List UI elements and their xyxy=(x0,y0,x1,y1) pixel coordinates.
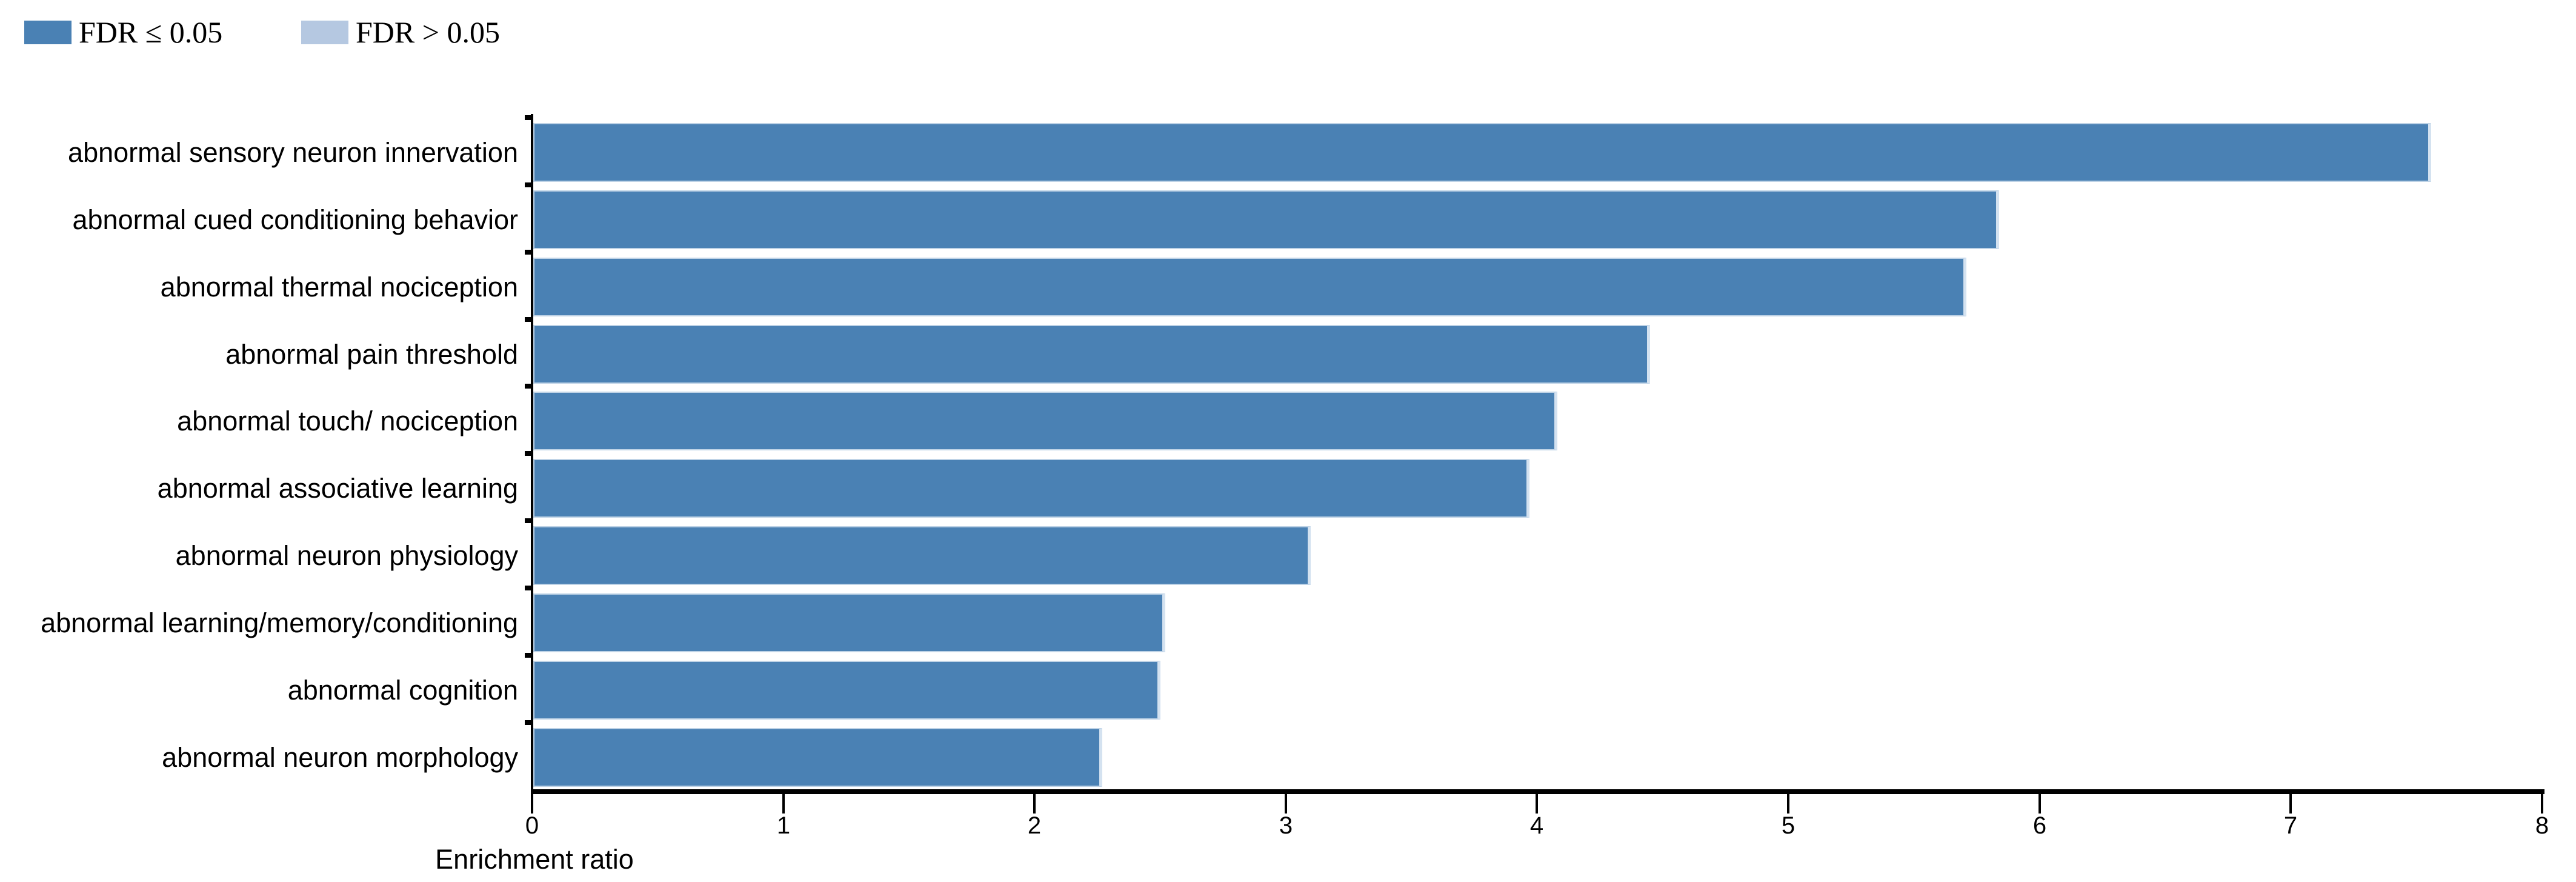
y-band-tick xyxy=(525,518,532,523)
y-band-tick xyxy=(525,317,532,322)
x-axis-label: Enrichment ratio xyxy=(435,844,634,875)
x-tick xyxy=(1536,794,1538,814)
y-band-tick xyxy=(525,250,532,255)
category-label: abnormal neuron morphology xyxy=(162,741,518,773)
x-tick xyxy=(1787,794,1789,814)
x-tick xyxy=(2039,794,2041,814)
category-label: abnormal neuron physiology xyxy=(175,540,518,572)
category-label: abnormal thermal nociception xyxy=(160,271,518,302)
y-band-tick xyxy=(525,384,532,389)
category-label: abnormal learning/memory/conditioning xyxy=(41,607,518,638)
y-axis-line xyxy=(531,114,533,789)
category-label: abnormal pain threshold xyxy=(225,338,518,370)
category-label: abnormal cued conditioning behavior xyxy=(72,204,519,235)
bar xyxy=(533,459,1529,518)
y-band-tick xyxy=(525,720,532,725)
y-band-tick xyxy=(525,653,532,658)
y-band-tick xyxy=(525,451,532,456)
x-tick-label: 7 xyxy=(2283,812,2298,839)
legend-item-fdr-significant: FDR ≤ 0.05 xyxy=(24,15,223,49)
bar xyxy=(533,190,1999,249)
category-label: abnormal cognition xyxy=(287,674,518,706)
y-band-tick xyxy=(525,182,532,187)
y-band-tick xyxy=(525,586,532,590)
x-tick-label: 4 xyxy=(1529,812,1544,839)
x-tick-label: 2 xyxy=(1027,812,1042,839)
x-tick-label: 5 xyxy=(1781,812,1796,839)
x-tick xyxy=(2289,794,2292,814)
x-tick-label: 8 xyxy=(2535,812,2549,839)
x-tick xyxy=(1285,794,1287,814)
category-label: abnormal sensory neuron innervation xyxy=(68,137,518,168)
x-tick xyxy=(782,794,785,814)
x-axis-line xyxy=(531,789,2544,794)
bar xyxy=(533,392,1557,451)
x-tick xyxy=(2541,794,2543,814)
bar xyxy=(533,727,1102,787)
legend-label-fdr-gt-005: FDR > 0.05 xyxy=(356,15,500,49)
y-band-tick xyxy=(525,115,532,120)
bar xyxy=(533,593,1165,652)
x-tick-label: 6 xyxy=(2032,812,2047,839)
bar xyxy=(533,660,1160,720)
legend-swatch-fdr-gt-005-icon xyxy=(301,20,348,44)
x-tick xyxy=(531,794,533,814)
x-tick-label: 3 xyxy=(1279,812,1293,839)
legend-item-fdr-not-significant: FDR > 0.05 xyxy=(301,15,500,49)
bar xyxy=(533,257,1966,316)
legend-label-fdr-le-005: FDR ≤ 0.05 xyxy=(79,15,223,49)
category-label: abnormal associative learning xyxy=(157,473,518,504)
x-tick xyxy=(1033,794,1036,814)
bar xyxy=(533,526,1311,586)
bar xyxy=(533,324,1650,384)
x-tick-label: 0 xyxy=(525,812,539,839)
legend-swatch-fdr-le-005-icon xyxy=(24,20,72,44)
category-label: abnormal touch/ nociception xyxy=(177,406,518,437)
bar xyxy=(533,123,2431,182)
x-tick-label: 1 xyxy=(776,812,791,839)
